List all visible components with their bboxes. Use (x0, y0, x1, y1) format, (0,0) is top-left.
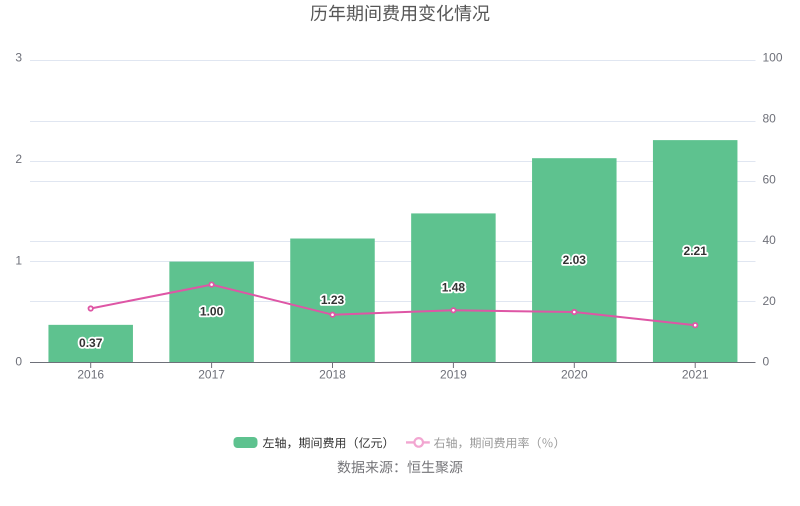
svg-text:40: 40 (763, 233, 777, 247)
svg-text:2018: 2018 (319, 367, 346, 381)
svg-text:2: 2 (15, 152, 22, 166)
svg-text:2019: 2019 (440, 367, 467, 381)
svg-text:1.23: 1.23 (321, 293, 345, 307)
svg-text:20: 20 (763, 294, 777, 308)
svg-text:60: 60 (763, 172, 777, 186)
svg-text:3: 3 (15, 51, 22, 65)
svg-text:2021: 2021 (682, 367, 709, 381)
svg-text:80: 80 (763, 111, 777, 125)
svg-text:2.03: 2.03 (563, 253, 587, 267)
svg-text:2016: 2016 (77, 367, 104, 381)
svg-text:2017: 2017 (198, 367, 225, 381)
svg-text:0.37: 0.37 (79, 336, 103, 350)
svg-text:1: 1 (15, 253, 22, 267)
svg-text:1.00: 1.00 (200, 305, 224, 319)
svg-text:0: 0 (763, 355, 770, 369)
svg-text:1.48: 1.48 (442, 281, 466, 295)
svg-text:0: 0 (15, 355, 22, 369)
svg-text:100: 100 (763, 51, 783, 65)
svg-text:2020: 2020 (561, 367, 588, 381)
svg-text:2.21: 2.21 (684, 244, 708, 258)
